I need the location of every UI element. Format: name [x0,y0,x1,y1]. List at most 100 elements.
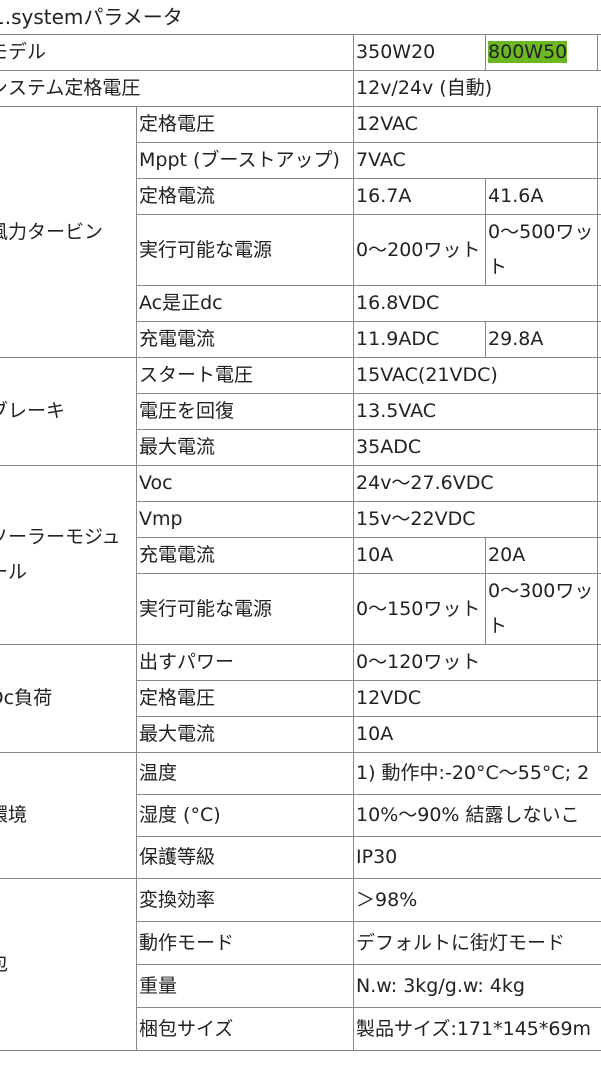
group-label: ソーラーモジュール [0,465,137,645]
spec-value: 35ADC [353,429,599,466]
spec-value: 12v/24v (自動) [353,70,601,107]
table-row: Mppt (ブーストアップ) 7VAC [0,142,601,179]
param-label: Vmp [135,501,355,538]
table-row: 実行可能な電源 0〜150ワット 0〜300ワット [0,573,601,645]
table-row: ブレーキスタート電圧15VAC(21VDC) [0,357,601,466]
param-label: 変換効率 [135,878,355,922]
spec-value-extra [597,680,601,717]
table-row: Ac是正dc 16.8VDC [0,285,601,322]
spec-value-extra [597,644,601,681]
spec-value: 15v〜22VDC [353,501,599,538]
spec-value-extra [597,716,601,753]
spec-value: 7VAC [353,142,599,179]
spec-value-extra [597,393,601,430]
param-label: 保護等級 [135,836,355,879]
param-label: 実行可能な電源 [135,214,355,286]
spec-value-extra [597,142,601,179]
param-label: 電圧を回復 [135,393,355,430]
param-label: 定格電圧 [135,106,355,143]
table-row: 梱包サイズ 製品サイズ:171*145*69m [0,1007,601,1051]
section-title: 1.systemパラメータ [0,5,183,29]
table-row: 最大電流 35ADC [0,429,601,466]
spec-value: 12VAC [353,106,599,143]
spec-value: 10A [353,537,487,574]
table-row: ソーラーモジュールVoc24v〜27.6VDC [0,465,601,645]
table-row: 動作モード デフォルトに街灯モード [0,921,601,965]
param-label: 定格電圧 [135,680,355,717]
table-row: 充電電流 10A 20A [0,537,601,574]
spec-value: ＞98% [353,878,601,922]
param-label: 最大電流 [135,429,355,466]
table-row: 湿度 (°C) 10%〜90% 結露しないこ [0,794,601,837]
param-label: 定格電流 [135,178,355,215]
spec-value-extra [597,178,601,215]
param-label: 充電電流 [135,537,355,574]
spec-value-extra [597,573,601,645]
table-row: 保護等級 IP30 [0,836,601,879]
table-row: モデル350W20800W50 [0,34,601,71]
spec-value: デフォルトに街灯モード [353,921,601,965]
table-row: 重量 N.w: 3kg/g.w: 4kg [0,964,601,1008]
spec-table: モデル350W20800W50システム定格電圧12v/24v (自動)風力タービ… [0,34,601,1051]
param-label: 実行可能な電源 [135,573,355,645]
spec-value: 29.8A [485,321,599,358]
group-label: Dc負荷 [0,644,137,753]
table-row: 風力タービン 定格電圧 12VAC [0,106,601,358]
spec-value: 13.5VAC [353,393,599,430]
table-row: Dc負荷出すパワー0〜120ワット [0,644,601,753]
spec-value: 0〜500ワット [485,214,599,286]
spec-value: 11.9ADC [353,321,487,358]
spec-value: 10A [353,716,599,753]
spec-value: IP30 [353,836,601,879]
param-label: 充電電流 [135,321,355,358]
group-label: 風力タービン [0,106,137,358]
spec-value: 製品サイズ:171*145*69m [353,1007,601,1051]
table-row: Vmp 15v〜22VDC [0,501,601,538]
spec-value: 0〜150ワット [353,573,487,645]
spec-value: 0〜120ワット [353,644,599,681]
param-label: Voc [135,465,355,502]
table-row: 実行可能な電源 0〜200ワット 0〜500ワット [0,214,601,286]
group-label: ブレーキ [0,357,137,466]
spec-value: 1) 動作中:-20°C〜55°C; 2 [353,752,601,795]
spec-value-extra [597,214,601,286]
spec-value-extra [597,501,601,538]
spec-value-extra [597,34,601,71]
spec-value: 800W50 [485,34,599,71]
table-row: 環境温度1) 動作中:-20°C〜55°C; 2 [0,752,601,879]
param-label: Mppt (ブーストアップ) [135,142,355,179]
param-label: スタート電圧 [135,357,355,394]
spec-value: 24v〜27.6VDC [353,465,599,502]
spec-value: 16.8VDC [353,285,599,322]
spec-value: N.w: 3kg/g.w: 4kg [353,964,601,1008]
spec-value: 15VAC(21VDC) [353,357,599,394]
table-row: 包変換効率＞98% [0,878,601,1051]
spec-value: 350W20 [353,34,487,71]
table-row: 定格電圧 12VDC [0,680,601,717]
table-row: 充電電流 11.9ADC 29.8A [0,321,601,358]
spec-value-extra [597,106,601,143]
spec-value-extra [597,537,601,574]
table-row: 電圧を回復 13.5VAC [0,393,601,430]
param-label: Ac是正dc [135,285,355,322]
row-label: システム定格電圧 [0,70,355,107]
table-row: システム定格電圧 12v/24v (自動) [0,70,601,107]
spec-value: 0〜200ワット [353,214,487,286]
group-label: 環境 [0,752,137,879]
table-row: 最大電流 10A [0,716,601,753]
spec-value: 16.7A [353,178,487,215]
group-label: 包 [0,878,137,1051]
spec-value: 20A [485,537,599,574]
param-label: 梱包サイズ [135,1007,355,1051]
param-label: 最大電流 [135,716,355,753]
spec-value: 0〜300ワット [485,573,599,645]
spec-value: 41.6A [485,178,599,215]
table-row: 定格電流 16.7A 41.6A [0,178,601,215]
row-label: モデル [0,34,355,71]
spec-value: 12VDC [353,680,599,717]
param-label: 重量 [135,964,355,1008]
spec-value-extra [597,465,601,502]
spec-value-extra [597,357,601,394]
param-label: 温度 [135,752,355,795]
spec-value-extra [597,321,601,358]
